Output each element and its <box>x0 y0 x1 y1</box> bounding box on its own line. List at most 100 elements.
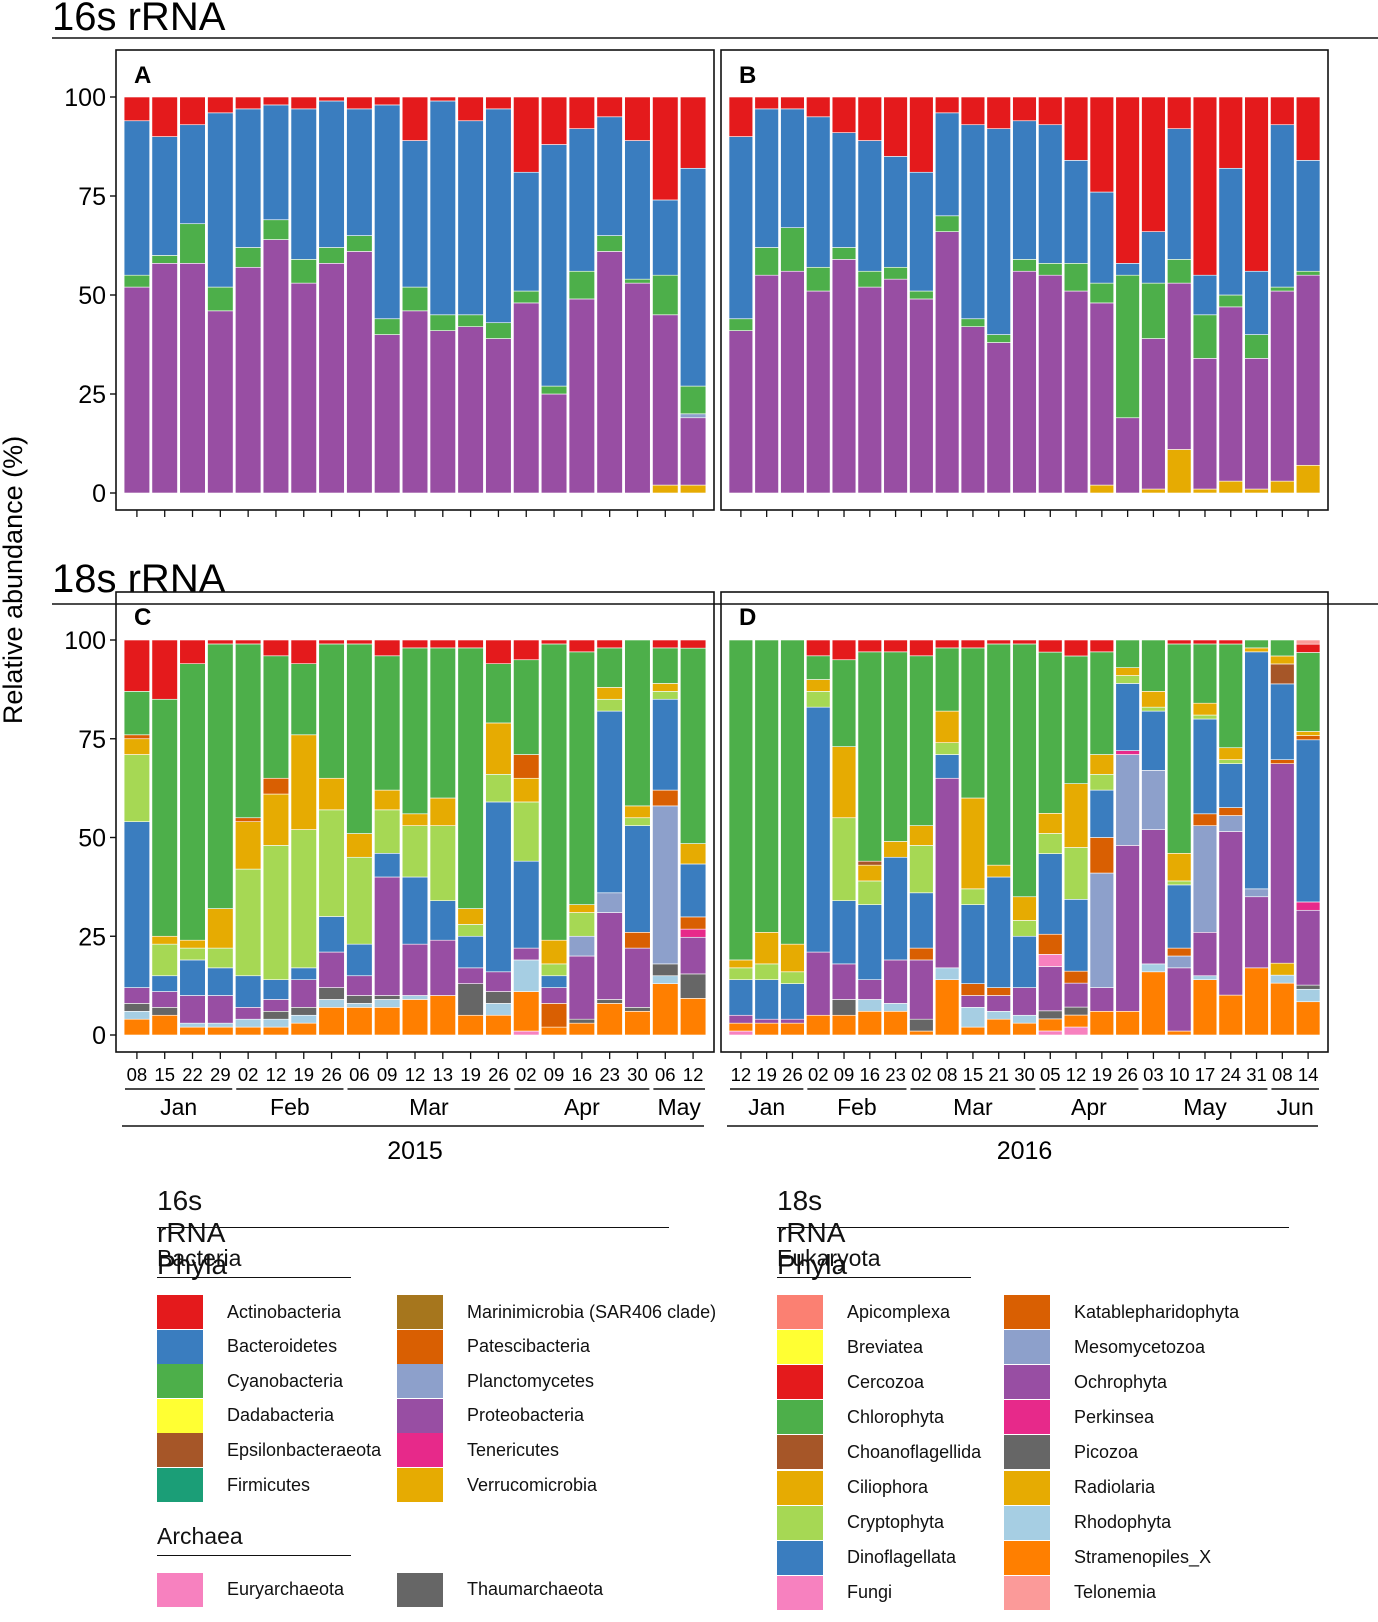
legend-swatch <box>1004 1295 1050 1329</box>
bar-segment <box>596 639 623 649</box>
bar-stack <box>1218 639 1243 1036</box>
bar-segment <box>123 691 150 736</box>
month-label: May <box>1183 1094 1227 1120</box>
legend-label: Cyanobacteria <box>227 1370 344 1391</box>
bar-segment <box>1089 302 1115 486</box>
bar-segment <box>883 1010 908 1036</box>
bar-segment <box>262 639 290 657</box>
bar-segment <box>374 809 401 854</box>
x-tick-label: 02 <box>238 1064 259 1085</box>
bar-segment <box>883 156 908 268</box>
bar-stack <box>429 639 456 1036</box>
bar-segment <box>374 96 401 106</box>
legend-label: Dadabacteria <box>227 1405 335 1426</box>
bar-segment <box>262 1018 290 1028</box>
bar-segment <box>754 963 779 981</box>
legend-label: Fungi <box>847 1582 893 1603</box>
bar-stack <box>1012 96 1037 494</box>
bar-segment <box>457 983 484 1016</box>
bar-segment <box>151 1007 178 1016</box>
bar-segment <box>151 255 178 264</box>
bar-segment <box>624 805 651 819</box>
bar-segment <box>857 999 882 1012</box>
bar-segment <box>1192 931 1218 977</box>
legend-swatch <box>157 1364 203 1399</box>
legend-label: Actinobacteria <box>227 1301 342 1322</box>
bar-segment <box>457 647 484 909</box>
bar-segment <box>262 104 290 221</box>
bar-segment <box>235 266 262 494</box>
bar-segment <box>728 1030 754 1036</box>
legend-swatch <box>397 1329 443 1364</box>
bar-segment <box>1270 655 1295 665</box>
bar-segment <box>513 754 540 779</box>
legend-swatch <box>777 1365 823 1400</box>
bar-stack <box>831 96 857 494</box>
bar-segment <box>624 96 651 141</box>
bar-segment <box>290 734 317 830</box>
bar-stack <box>1115 639 1140 1036</box>
legend-title-rule <box>777 1227 1289 1228</box>
bar-stack <box>179 96 206 494</box>
legend-item: Patescibacteria <box>397 1329 590 1364</box>
x-tick-label: 26 <box>488 1064 509 1085</box>
bar-segment <box>262 845 290 981</box>
bar-segment <box>123 1010 150 1020</box>
bar-segment <box>1295 984 1321 990</box>
x-tick-label: 02 <box>516 1064 537 1085</box>
bar-segment <box>1063 1026 1089 1036</box>
bar-stack <box>123 96 150 494</box>
bar-segment <box>151 698 178 937</box>
bar-segment <box>1167 643 1192 854</box>
legend-swatch <box>157 1433 203 1468</box>
bar-segment <box>1295 909 1321 986</box>
month-label: Apr <box>564 1094 600 1120</box>
bar-segment <box>1244 647 1269 653</box>
x-tick-label: 12 <box>405 1064 426 1085</box>
bar-segment <box>179 663 206 941</box>
bar-segment <box>568 651 595 905</box>
bar-segment <box>346 251 373 494</box>
bar-segment <box>806 1014 831 1036</box>
bar-segment <box>596 251 623 494</box>
bar-segment <box>909 171 934 292</box>
bar-segment <box>429 100 456 316</box>
bar-stack <box>754 639 779 1036</box>
bar-segment <box>728 136 754 320</box>
x-tick-label: 19 <box>1092 1064 1113 1085</box>
bar-stack <box>1167 96 1192 494</box>
bar-segment <box>1063 982 1089 1008</box>
x-tick-label: 26 <box>1117 1064 1138 1085</box>
legend-swatch <box>777 1330 823 1365</box>
bar-segment <box>1167 96 1192 129</box>
bar-segment <box>679 863 707 918</box>
panel-letter: A <box>134 62 151 89</box>
bar-segment <box>540 385 568 395</box>
bar-segment <box>780 96 805 110</box>
bar-segment <box>207 995 234 1024</box>
bar-segment <box>806 96 831 118</box>
bar-segment <box>457 314 484 327</box>
legend-swatch <box>157 1572 203 1607</box>
bar-stack <box>960 96 986 494</box>
bar-segment <box>728 979 754 1016</box>
bar-segment <box>1089 773 1115 791</box>
bar-stack <box>401 639 429 1036</box>
bar-segment <box>1115 754 1140 846</box>
bar-stack <box>624 96 651 494</box>
legend-item: Proteobacteria <box>397 1398 584 1433</box>
bar-segment <box>909 655 934 826</box>
bar-segment <box>652 647 679 684</box>
bar-segment <box>207 1026 234 1036</box>
bar-segment <box>1167 947 1192 957</box>
bar-segment <box>540 639 568 645</box>
bar-segment <box>346 833 373 858</box>
bar-segment <box>679 647 707 844</box>
x-tick-label: 31 <box>1246 1064 1267 1085</box>
legend-group-rule <box>777 1277 971 1278</box>
bar-segment <box>1115 96 1140 264</box>
x-tick-label: 10 <box>1169 1064 1190 1085</box>
bar-segment <box>1012 896 1037 921</box>
bar-segment <box>262 1010 290 1020</box>
legend-label: Firmicutes <box>227 1474 311 1495</box>
